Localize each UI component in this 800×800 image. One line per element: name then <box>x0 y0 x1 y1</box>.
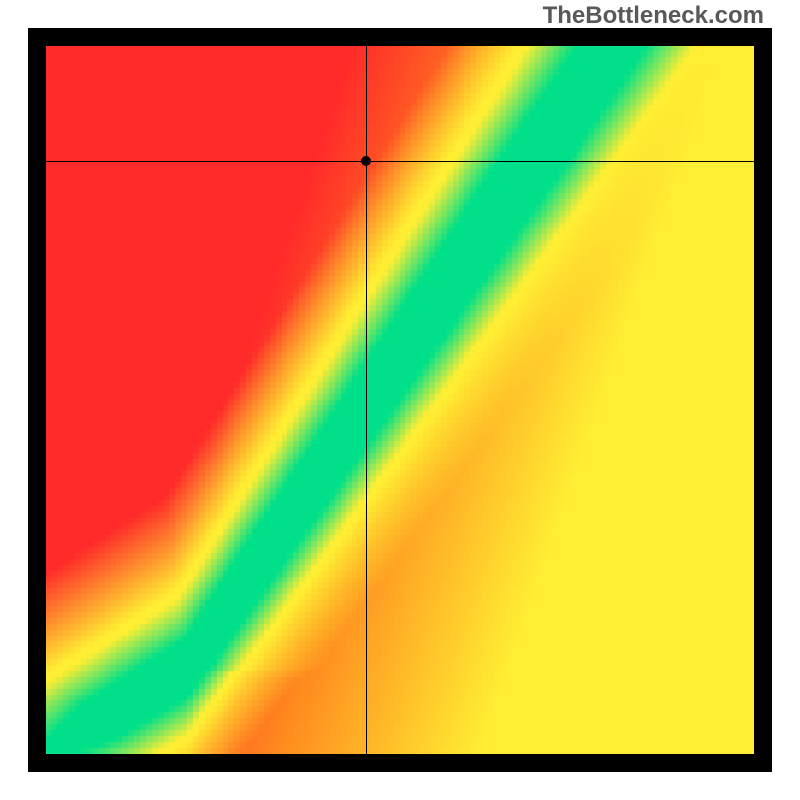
crosshair-vertical <box>366 46 367 754</box>
watermark-text: TheBottleneck.com <box>543 2 764 30</box>
heatmap-canvas <box>46 46 754 754</box>
crosshair-horizontal <box>46 161 754 162</box>
